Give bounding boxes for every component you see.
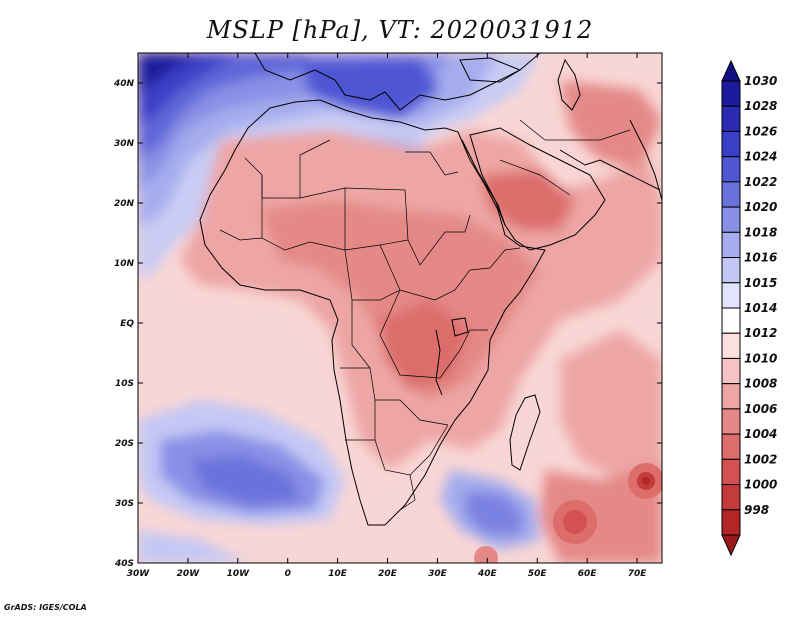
colorbar-label: 1006 [744, 402, 777, 416]
lon-tick-label: 0 [285, 569, 291, 579]
colorbar-swatch [721, 206, 741, 233]
colorbar-label: 1015 [744, 276, 777, 290]
colorbar-swatch [721, 357, 741, 385]
lon-tick-label: 10E [328, 569, 348, 579]
europe-coastline [254, 53, 541, 111]
colorbar-swatch [721, 332, 741, 359]
lon-tick-label: 60E [578, 569, 598, 579]
lon-tick-label: 40E [477, 569, 498, 579]
lon-tick-label: 20E [378, 569, 398, 579]
colorbar-swatch [721, 383, 741, 410]
lat-tick-label: 10S [115, 379, 134, 389]
colorbar-label: 1020 [744, 200, 777, 214]
lat-tick-label: 20N [114, 199, 135, 209]
colorbar-label: 1008 [744, 377, 777, 391]
colorbar-label: 1002 [744, 452, 777, 466]
credit-label: GrADS: IGES/COLA [4, 603, 87, 612]
colorbar-swatch [721, 509, 741, 536]
colorbar-swatch [721, 307, 741, 334]
black-sea-coast [459, 57, 522, 83]
lon-tick-label: 20W [177, 569, 201, 579]
pressure-low-edge [474, 546, 498, 563]
lon-tick-label: 70E [628, 569, 648, 579]
lon-tick-label: 50E [528, 569, 548, 579]
colorbar-label: 1010 [744, 351, 777, 365]
colorbar-swatch [721, 282, 741, 309]
pressure-field [138, 53, 662, 563]
caspian-coast [557, 58, 581, 111]
colorbar: 1030 1028 1026 1024 1022 1020 1018 1016 1015 1014… [721, 59, 777, 557]
colorbar-swatch [721, 156, 741, 183]
colorbar-label: 1030 [744, 74, 777, 88]
lake-victoria [451, 317, 469, 337]
colorbar-label: 1016 [744, 251, 777, 265]
india-coastline [629, 119, 662, 201]
map-frame [137, 52, 663, 564]
colorbar-swatch [721, 484, 741, 511]
colorbar-swatch [721, 257, 741, 284]
colorbar-swatch [721, 130, 741, 158]
lon-tick-label: 10W [227, 569, 251, 579]
colorbar-swatch [721, 80, 741, 107]
colorbar-swatch [721, 433, 741, 460]
persian-gulf-coast [559, 149, 661, 191]
colorbar-bottom-arrow [721, 534, 741, 557]
colorbar-label: 1000 [744, 478, 777, 492]
colorbar-label: 1018 [744, 225, 777, 239]
africa-coastline [199, 99, 546, 526]
lat-tick-label: 30S [115, 499, 134, 509]
madagascar-coastline [509, 394, 541, 471]
lat-tick-label: EQ [120, 319, 134, 329]
lon-tick-label: 30E [428, 569, 448, 579]
map-title: MSLP [hPa], VT: 2020031912 [206, 16, 594, 44]
colorbar-label: 1012 [744, 326, 777, 340]
lat-tick-label: 30N [114, 139, 135, 149]
lat-tick-label: 40S [114, 559, 134, 569]
arabia-coastline [469, 127, 606, 251]
lat-tick-label: 40N [113, 79, 135, 89]
colorbar-label: 1026 [744, 124, 777, 138]
colorbar-swatch [721, 181, 741, 208]
longitude-axis: 30W 20W 10W 0 10E 20E 30E 40E 50E 60E 70E [127, 53, 647, 579]
country-borders [219, 119, 631, 511]
lat-tick-label: 10N [114, 259, 135, 269]
colorbar-swatch [721, 408, 741, 435]
lat-tick-label: 20S [115, 439, 134, 449]
colorbar-swatch [721, 458, 741, 486]
colorbar-swatch [721, 231, 741, 259]
great-rift-lakes [435, 329, 443, 396]
colorbar-label: 1022 [744, 175, 777, 189]
colorbar-label: 1028 [744, 99, 777, 113]
colorbar-label: 1014 [744, 301, 777, 315]
coastlines [199, 53, 662, 526]
colorbar-label: 1004 [744, 427, 777, 441]
pressure-low-center [563, 510, 587, 534]
colorbar-swatch [721, 105, 741, 132]
red-sea-coast [461, 139, 506, 226]
lon-tick-label: 30W [127, 569, 151, 579]
colorbar-label: 1024 [744, 150, 777, 164]
pressure-low-core [642, 477, 650, 485]
colorbar-top-arrow [721, 59, 741, 82]
colorbar-label: 998 [744, 503, 769, 517]
